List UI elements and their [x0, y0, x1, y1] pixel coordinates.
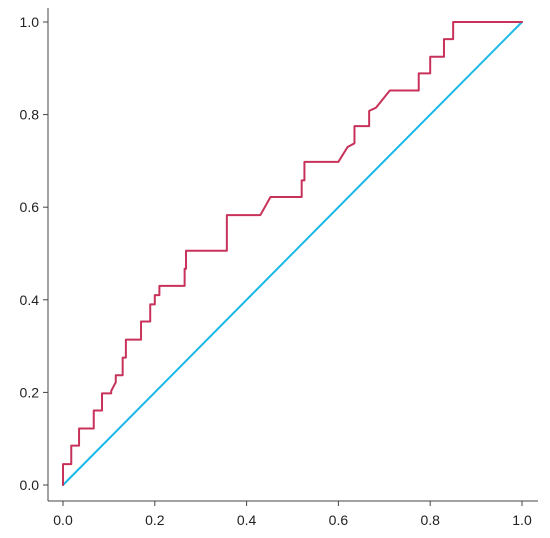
y-tick-label: 1.0: [20, 14, 40, 30]
y-tick-label: 0.6: [20, 199, 40, 215]
y-tick-label: 0.4: [20, 292, 40, 308]
x-axis-ticks: 0.0 0.2 0.4 0.6 0.8 1.0: [53, 501, 532, 528]
x-tick-label: 0.4: [237, 512, 257, 528]
x-tick-label: 0.8: [420, 512, 440, 528]
series: [62, 21, 523, 486]
y-tick-label: 0.2: [20, 384, 40, 400]
x-tick-label: 0.0: [53, 512, 73, 528]
reference-diagonal-line: [62, 21, 523, 486]
y-tick-label: 0.8: [20, 107, 40, 123]
x-tick-label: 0.6: [329, 512, 349, 528]
x-tick-label: 1.0: [512, 512, 532, 528]
x-tick-label: 0.2: [145, 512, 165, 528]
y-axis-ticks: 0.0 0.2 0.4 0.6 0.8 1.0: [20, 14, 48, 493]
y-tick-label: 0.0: [20, 477, 40, 493]
roc-curve-line: [62, 21, 523, 486]
axes: [47, 8, 538, 502]
